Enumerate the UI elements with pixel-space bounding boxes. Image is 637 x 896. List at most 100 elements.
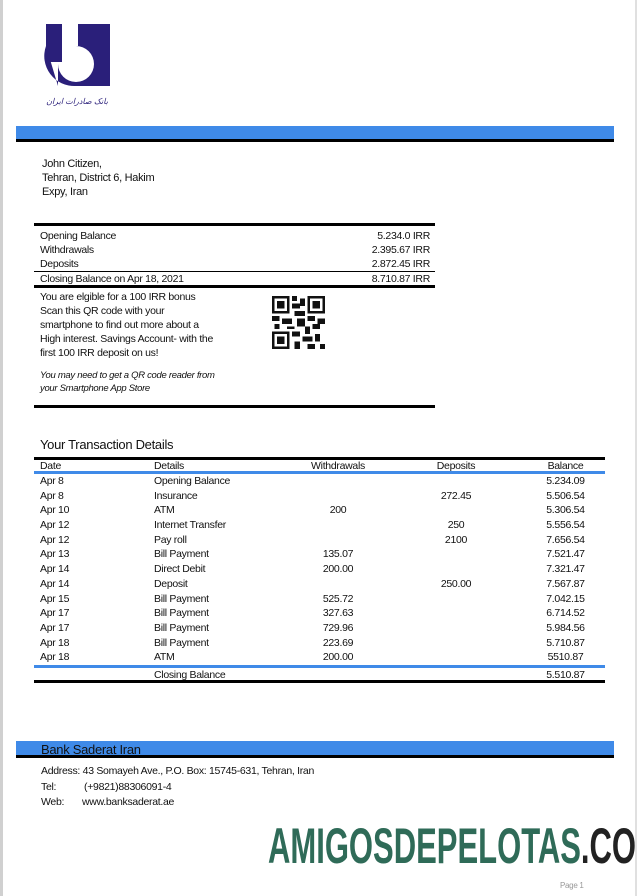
cell-details: Deposit <box>154 577 188 590</box>
cell-date: Apr 15 <box>40 592 70 605</box>
table-header: Date Details Withdrawals Deposits Balanc… <box>34 460 605 474</box>
cell-balance: 7.521.47 <box>546 548 585 561</box>
summary-label: Closing Balance on Apr 18, 2021 <box>40 273 184 285</box>
cell-withdrawal: 729.96 <box>322 621 354 634</box>
cell-deposit <box>386 592 526 607</box>
cell-details: Bill Payment <box>154 636 209 649</box>
transactions-table: Date Details Withdrawals Deposits Balanc… <box>34 457 605 683</box>
table-row: Apr 8 Insurance 272.45 5.506.54 <box>34 489 605 504</box>
page-edge <box>0 0 3 896</box>
cell-balance: 5.556.54 <box>546 519 585 532</box>
cell-withdrawal: 200.00 <box>322 563 354 576</box>
cell-details: Bill Payment <box>154 621 209 634</box>
cell-withdrawal <box>290 489 386 504</box>
cell-details: Bill Payment <box>154 592 209 605</box>
closing-balance-row: Closing Balance on Apr 18, 2021 8.710.87 … <box>34 271 435 288</box>
footer-address: Address: 43 Somayeh Ave., P.O. Box: 1574… <box>41 765 314 777</box>
summary-label: Opening Balance <box>40 230 117 242</box>
cell-deposit <box>386 606 526 621</box>
summary-value: 2.872.45 IRR <box>371 258 431 270</box>
cell-withdrawal: 327.63 <box>322 607 354 620</box>
page-edge <box>635 0 637 896</box>
table-row: Apr 14 Deposit 250.00 7.567.87 <box>34 577 605 592</box>
cell-withdrawal: 200.00 <box>322 651 354 664</box>
cell-deposit: 272.45 <box>440 489 472 502</box>
customer-address: John Citizen, Tehran, District 6, Hakim … <box>42 157 155 199</box>
promo-note: You may need to get a QR code reader fro… <box>40 370 215 381</box>
table-row: Apr 12 Internet Transfer 250 5.556.54 <box>34 518 605 533</box>
cell-withdrawal: 223.69 <box>322 636 354 649</box>
web-link[interactable]: www.banksaderat.ae <box>82 796 175 808</box>
svg-text:بانک صادرات ایران: بانک صادرات ایران <box>46 97 109 106</box>
cell-details: ATM <box>154 651 175 664</box>
cell-balance: 7.567.87 <box>546 577 585 590</box>
footer-info: Address: 43 Somayeh Ave., P.O. Box: 1574… <box>41 764 314 811</box>
cell-date: Apr 8 <box>40 489 64 502</box>
promo-text: You are elgible for a 100 IRR bonus Scan… <box>40 290 265 395</box>
page-number: Page 1 <box>560 881 584 890</box>
cell-details: Opening Balance <box>154 475 231 487</box>
address-line: Tehran, District 6, Hakim <box>42 172 155 184</box>
table-row: Apr 18 Bill Payment 223.69 5.710.87 <box>34 636 605 651</box>
cell-withdrawal: 525.72 <box>322 592 354 605</box>
promo-line: High interest. Savings Account- with the <box>40 333 214 345</box>
cell-withdrawal: 135.07 <box>322 548 354 561</box>
summary-value: 8.710.87 IRR <box>371 273 431 285</box>
summary-label: Withdrawals <box>40 244 94 256</box>
cell-balance: 6.714.52 <box>546 607 585 620</box>
closing-balance-row: Closing Balance 5.510.87 <box>34 664 605 683</box>
summary-value: 5.234.0 IRR <box>377 230 430 242</box>
cell-date: Apr 10 <box>40 504 70 517</box>
tel-label: Tel: <box>41 780 57 793</box>
cell-balance: 5.710.87 <box>546 636 585 649</box>
cell-details: Direct Debit <box>154 563 206 576</box>
header-withdrawals: Withdrawals <box>311 460 365 472</box>
header-deposits: Deposits <box>436 460 476 472</box>
table-row: Apr 13 Bill Payment 135.07 7.521.47 <box>34 547 605 562</box>
cell-date: Apr 13 <box>40 548 70 561</box>
table-row: Apr 14 Direct Debit 200.00 7.321.47 <box>34 562 605 577</box>
cell-deposit <box>386 474 526 489</box>
cell-date: Apr 18 <box>40 651 70 664</box>
summary-label: Deposits <box>40 258 79 270</box>
header-date: Date <box>40 460 61 472</box>
cell-details: Internet Transfer <box>154 519 226 532</box>
cell-deposit <box>386 503 526 518</box>
cell-date: Apr 14 <box>40 577 70 590</box>
watermark-tld: .COM <box>580 818 637 874</box>
cell-balance: 7.042.15 <box>546 592 585 605</box>
cell-withdrawal <box>290 577 386 592</box>
cell-balance: 7.656.54 <box>546 533 585 546</box>
table-row: Apr 18 ATM 200.00 5510.87 <box>34 650 605 665</box>
cell-deposit: 250 <box>447 519 465 532</box>
footer-bar: Bank Saderat Iran <box>16 741 614 758</box>
bank-logo: بانک صادرات ایران <box>44 24 110 110</box>
account-summary: Opening Balance 5.234.0 IRR Withdrawals 2.… <box>34 223 435 288</box>
header-bar <box>16 126 614 142</box>
footer-bank-name: Bank Saderat Iran <box>41 742 141 757</box>
qr-code-icon[interactable] <box>272 296 325 349</box>
promo-line: Scan this QR code with your <box>40 305 165 317</box>
cell-withdrawal <box>290 518 386 533</box>
cell-date: Apr 18 <box>40 636 70 649</box>
closing-value: 5.510.87 <box>546 668 585 681</box>
cell-details: ATM <box>154 504 175 517</box>
promo-line: first 100 IRR deposit on us! <box>40 347 159 359</box>
cell-date: Apr 8 <box>40 475 64 487</box>
cell-date: Apr 17 <box>40 607 70 620</box>
tel-value: (+9821)88306091-4 <box>84 780 172 793</box>
summary-row: Deposits 2.872.45 IRR <box>34 257 435 271</box>
cell-deposit <box>386 636 526 651</box>
cell-withdrawal: 200 <box>329 504 347 517</box>
cell-deposit: 2100 <box>444 533 468 546</box>
transactions-title: Your Transaction Details <box>40 437 174 452</box>
summary-value: 2.395.67 IRR <box>371 244 431 256</box>
cell-details: Bill Payment <box>154 548 209 561</box>
cell-balance: 5.306.54 <box>546 504 585 517</box>
cell-details: Bill Payment <box>154 607 209 620</box>
table-row: Apr 15 Bill Payment 525.72 7.042.15 <box>34 592 605 607</box>
table-body: Apr 8 Opening Balance 5.234.09 Apr 8 Insuran… <box>34 474 605 665</box>
cell-details: Pay roll <box>154 533 187 546</box>
cell-withdrawal <box>290 533 386 548</box>
table-row: Apr 17 Bill Payment 327.63 6.714.52 <box>34 606 605 621</box>
